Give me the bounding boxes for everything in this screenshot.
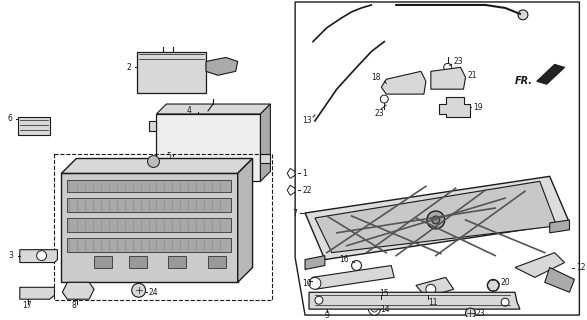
Text: 23: 23 [454,57,463,66]
Bar [55,154,272,300]
Text: 14: 14 [380,305,390,314]
Text: 1: 1 [302,169,307,178]
Polygon shape [157,104,271,114]
Bar [94,256,112,268]
Polygon shape [312,266,394,289]
Text: 24: 24 [149,288,158,297]
Bar [129,256,147,268]
Bar [68,218,231,232]
Polygon shape [549,220,569,233]
Circle shape [372,306,377,312]
Polygon shape [431,68,465,89]
Circle shape [465,308,475,318]
Circle shape [147,156,160,167]
Circle shape [315,296,323,304]
Bar [168,256,186,268]
Text: 2: 2 [127,63,131,72]
Text: 6: 6 [8,114,13,124]
Polygon shape [261,154,271,164]
Circle shape [432,216,440,224]
Bar [68,198,231,212]
Circle shape [426,284,436,294]
Text: 16: 16 [339,255,348,264]
Text: 8: 8 [71,301,76,310]
Polygon shape [295,2,579,315]
Text: 4: 4 [186,107,191,116]
Polygon shape [515,253,565,277]
Circle shape [369,303,380,315]
Circle shape [427,211,445,229]
Polygon shape [305,176,569,260]
Polygon shape [382,71,426,94]
Circle shape [131,283,146,297]
Polygon shape [62,158,252,173]
Bar [157,114,261,181]
Polygon shape [315,181,556,253]
Circle shape [380,95,388,103]
Text: 18: 18 [372,73,381,82]
Polygon shape [62,173,238,282]
Text: 23: 23 [375,109,384,118]
Polygon shape [545,268,575,292]
Polygon shape [305,256,325,269]
FancyBboxPatch shape [18,117,49,135]
Circle shape [518,10,528,20]
Bar [208,256,226,268]
Polygon shape [20,287,55,299]
Circle shape [501,298,509,306]
Polygon shape [309,292,520,309]
Text: 15: 15 [379,289,389,298]
Text: 9: 9 [325,310,330,320]
Bar [68,238,231,252]
Circle shape [352,260,362,270]
Circle shape [444,63,451,71]
Text: 7: 7 [292,209,297,218]
Text: 22: 22 [302,186,312,195]
Text: FR.: FR. [515,76,533,86]
Polygon shape [149,121,157,131]
Text: 23: 23 [475,308,485,317]
Circle shape [487,279,499,291]
Text: 5: 5 [166,152,171,161]
Polygon shape [438,97,470,117]
Bar [137,52,206,93]
Bar [68,180,231,192]
Polygon shape [20,250,58,262]
Polygon shape [62,282,94,299]
Polygon shape [287,185,298,195]
Polygon shape [287,168,298,178]
Polygon shape [206,58,238,75]
Text: 10: 10 [302,279,312,288]
Text: 21: 21 [467,71,477,80]
Polygon shape [375,295,392,309]
Polygon shape [261,104,271,181]
Circle shape [36,251,46,260]
Text: 3: 3 [8,251,13,260]
Polygon shape [238,158,252,282]
Circle shape [309,277,321,289]
Polygon shape [416,277,454,297]
Text: 20: 20 [500,278,510,287]
Text: 12: 12 [576,263,586,272]
Text: 17: 17 [22,301,32,310]
Text: 11: 11 [428,298,437,307]
Polygon shape [537,64,565,84]
Text: 19: 19 [474,102,483,111]
Text: 13: 13 [302,116,312,125]
